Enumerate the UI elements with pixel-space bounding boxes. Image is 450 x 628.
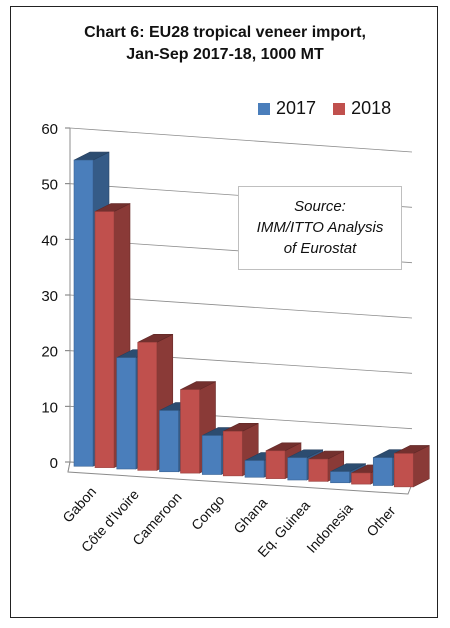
y-tick-label: 40 xyxy=(41,232,58,249)
bar-2018 xyxy=(137,342,158,471)
y-tick-label: 30 xyxy=(41,288,58,305)
bar-2018 xyxy=(351,472,371,485)
legend-item-2018: 2018 xyxy=(333,98,391,119)
legend-item-2017: 2017 xyxy=(258,98,316,119)
bar-2018 xyxy=(222,431,243,477)
y-tick-label: 50 xyxy=(41,177,58,194)
source-line-2: IMM/ITTO Analysis xyxy=(256,219,384,236)
bar-2017 xyxy=(116,357,137,470)
x-tick-label: Congo xyxy=(188,492,228,534)
x-tick-label: Gabon xyxy=(59,484,99,526)
chart-title: Chart 6: EU28 tropical veneer import, Ja… xyxy=(0,22,450,66)
legend: 2017 2018 xyxy=(258,98,403,118)
source-line-3: of Eurostat xyxy=(283,240,357,257)
bar-2017 xyxy=(201,435,222,475)
bar-2018 xyxy=(180,389,200,474)
gridline xyxy=(69,127,413,153)
legend-swatch-2018 xyxy=(333,103,346,116)
legend-swatch-2017 xyxy=(258,103,270,116)
bar-2017 xyxy=(73,159,94,467)
x-tick-label: Ghana xyxy=(230,494,270,536)
chart-title-line-2: Jan-Sep 2017-18, 1000 MT xyxy=(126,46,324,63)
legend-label-2017: 2017 xyxy=(276,98,317,118)
y-tick-label: 60 xyxy=(41,121,58,138)
bar-2018 xyxy=(393,453,414,488)
bar-2018 xyxy=(94,211,115,468)
chart-title-line-1: Chart 6: EU28 tropical veneer import, xyxy=(84,24,366,41)
bar-2017 xyxy=(330,471,350,484)
source-annotation: Source: IMM/ITTO Analysis of Eurostat xyxy=(238,186,402,270)
bar-2017 xyxy=(372,457,393,486)
source-line-1: Source: xyxy=(294,198,346,215)
bar-2017 xyxy=(244,460,265,478)
y-tick-label: 0 xyxy=(50,455,58,472)
x-tick-label: Other xyxy=(363,503,399,540)
bar-2017 xyxy=(287,457,308,481)
bar-2017 xyxy=(159,410,179,473)
bar-2018 xyxy=(308,458,329,482)
y-tick-label: 10 xyxy=(41,399,58,416)
legend-label-2018: 2018 xyxy=(351,98,392,118)
bar-2018 xyxy=(265,450,286,479)
y-tick-label: 20 xyxy=(41,344,58,361)
